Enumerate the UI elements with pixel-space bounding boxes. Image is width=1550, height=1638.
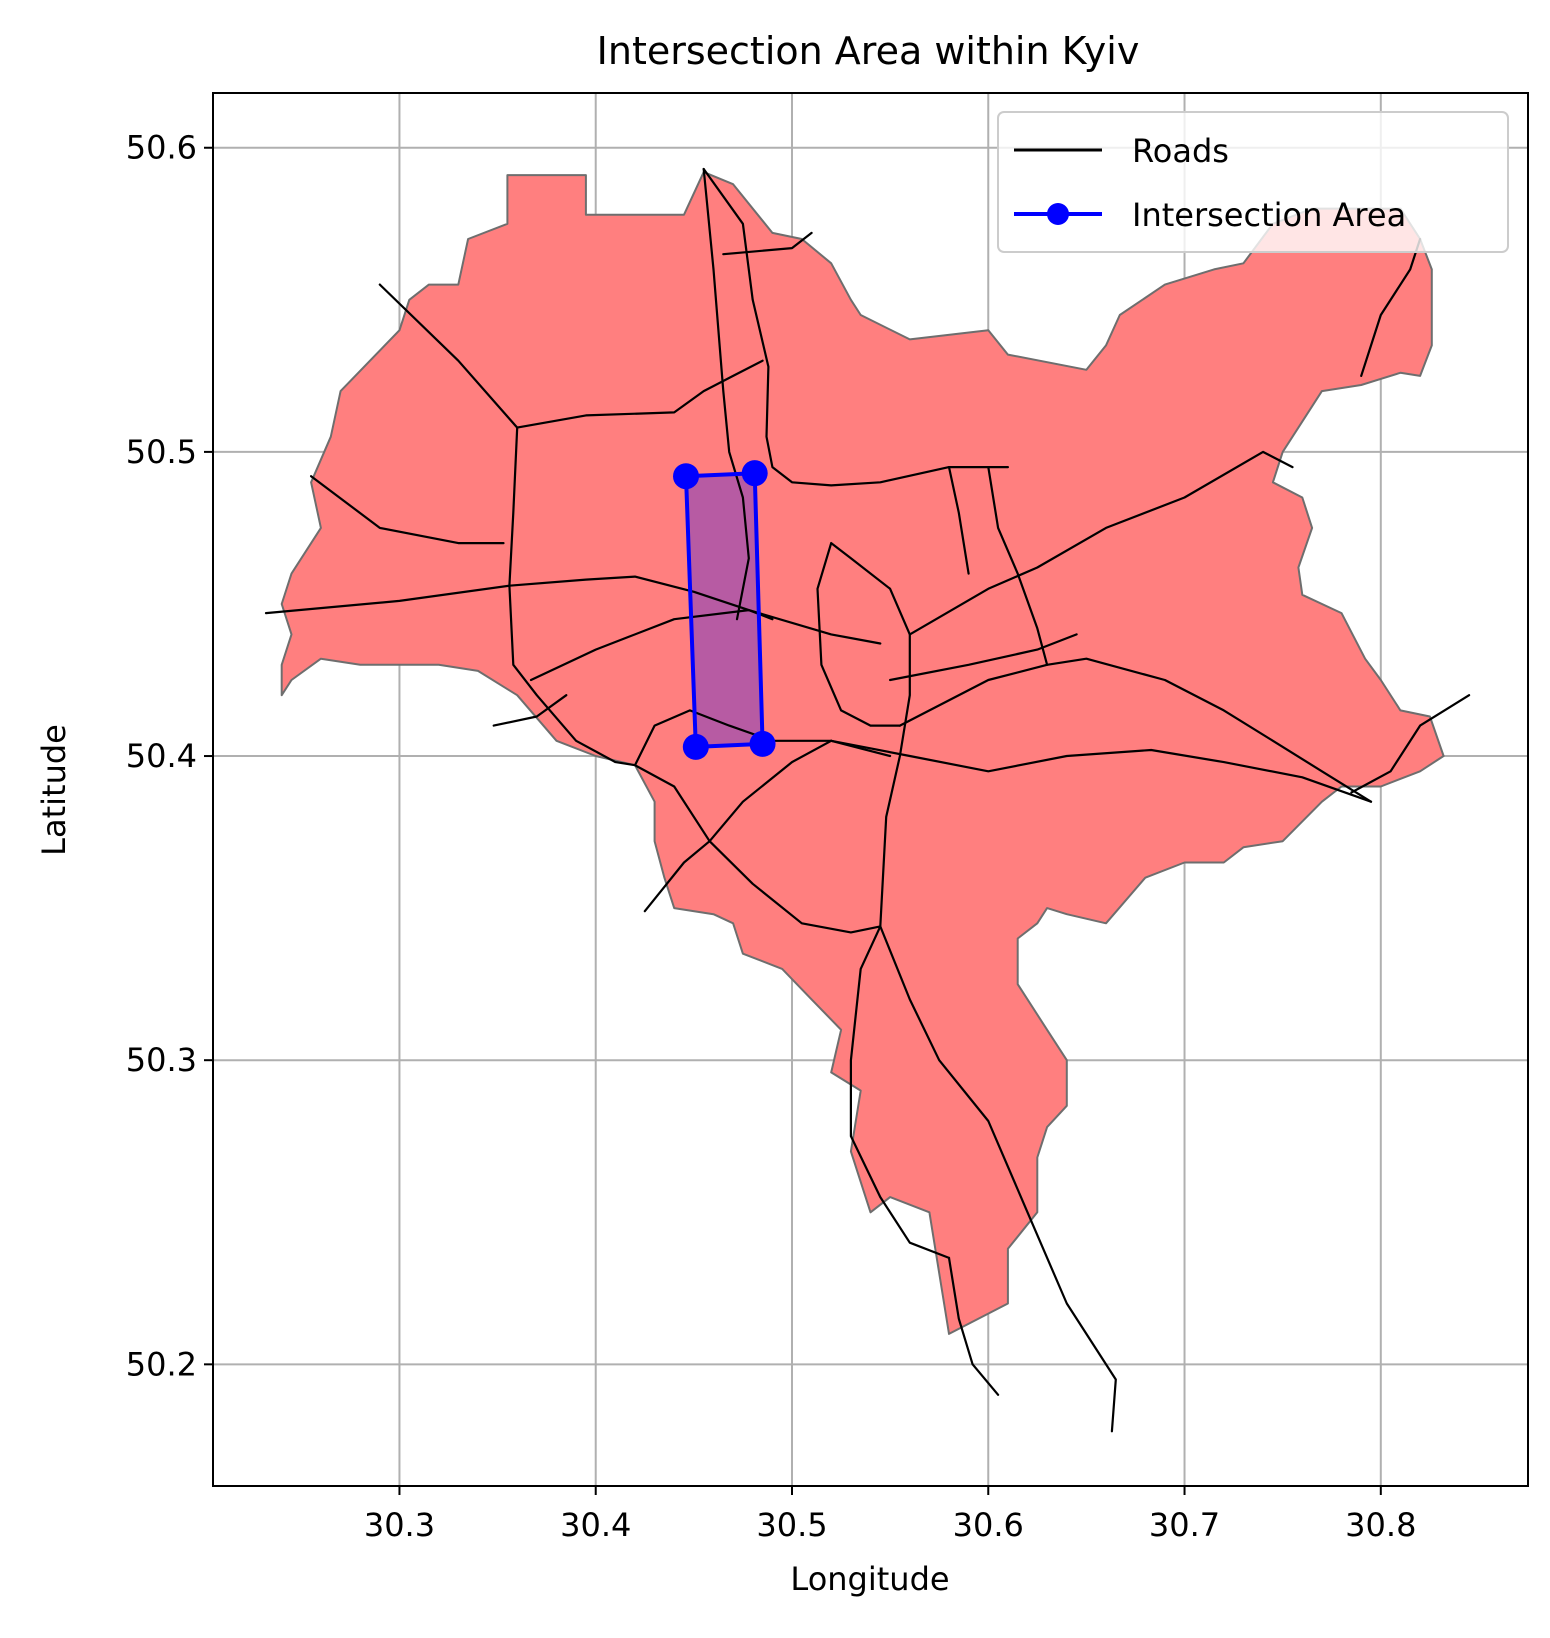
intersection-vertex-marker-2 xyxy=(749,730,776,757)
x-tick-label-3: 30.6 xyxy=(953,1506,1024,1544)
intersection-vertex-marker-0 xyxy=(673,463,700,490)
road-17 xyxy=(908,450,1294,636)
road-9 xyxy=(529,608,774,682)
road-8 xyxy=(643,739,833,913)
road-5 xyxy=(702,167,1010,487)
x-axis-ticks: 30.3 30.4 30.5 30.6 30.7 30.8 xyxy=(364,1486,1416,1544)
y-tick-label-0: 50.2 xyxy=(126,1345,197,1383)
legend-roads-label: Roads xyxy=(1132,132,1229,170)
legend-intersection-label: Intersection Area xyxy=(1132,196,1406,234)
road-19 xyxy=(947,466,970,575)
road-13 xyxy=(879,925,1117,1433)
road-18 xyxy=(987,466,1049,666)
city-boundary xyxy=(280,171,1445,1335)
intersection-layer xyxy=(686,473,763,747)
intersection-vertex-marker-1 xyxy=(741,460,768,487)
roads-layer xyxy=(264,167,1471,1433)
legend: Roads Intersection Area xyxy=(997,111,1509,253)
x-tick-label-1: 30.4 xyxy=(560,1506,631,1544)
y-axis-label: Latitude xyxy=(35,724,73,856)
road-4 xyxy=(702,167,750,621)
road-23 xyxy=(492,694,568,727)
y-axis-ticks: 50.2 50.3 50.4 50.5 50.6 xyxy=(126,129,213,1383)
road-1 xyxy=(378,283,764,429)
y-tick-label-2: 50.4 xyxy=(126,737,197,775)
x-tick-label-5: 30.8 xyxy=(1345,1506,1416,1544)
x-tick-label-0: 30.3 xyxy=(364,1506,435,1544)
intersection-vertex-marker-3 xyxy=(682,733,709,760)
road-2 xyxy=(310,475,505,545)
legend-box xyxy=(997,111,1509,253)
y-tick-label-3: 50.5 xyxy=(126,433,197,471)
road-12 xyxy=(849,925,951,1260)
road-3 xyxy=(508,426,637,767)
city-layer xyxy=(280,171,1445,1335)
x-tick-label-4: 30.7 xyxy=(1149,1506,1220,1544)
intersection-markers xyxy=(673,460,776,760)
road-6 xyxy=(722,231,813,256)
plot-frame xyxy=(212,92,1529,1487)
y-tick-label-4: 50.6 xyxy=(126,129,197,167)
road-16 xyxy=(830,739,1373,803)
road-14 xyxy=(947,1256,1000,1396)
road-0 xyxy=(264,575,882,645)
legend-intersection-marker xyxy=(1047,203,1069,225)
intersection-area-fill xyxy=(686,473,763,747)
road-7 xyxy=(633,764,882,934)
road-15 xyxy=(898,657,1373,803)
chart-title: Intersection Area within Kyiv xyxy=(597,29,1140,73)
road-22 xyxy=(1360,237,1422,377)
road-21 xyxy=(1350,694,1471,794)
road-20 xyxy=(888,633,1078,682)
x-tick-label-2: 30.5 xyxy=(756,1506,827,1544)
y-tick-label-1: 50.3 xyxy=(126,1041,197,1079)
road-11 xyxy=(816,541,911,928)
x-axis-label: Longitude xyxy=(790,1560,949,1598)
